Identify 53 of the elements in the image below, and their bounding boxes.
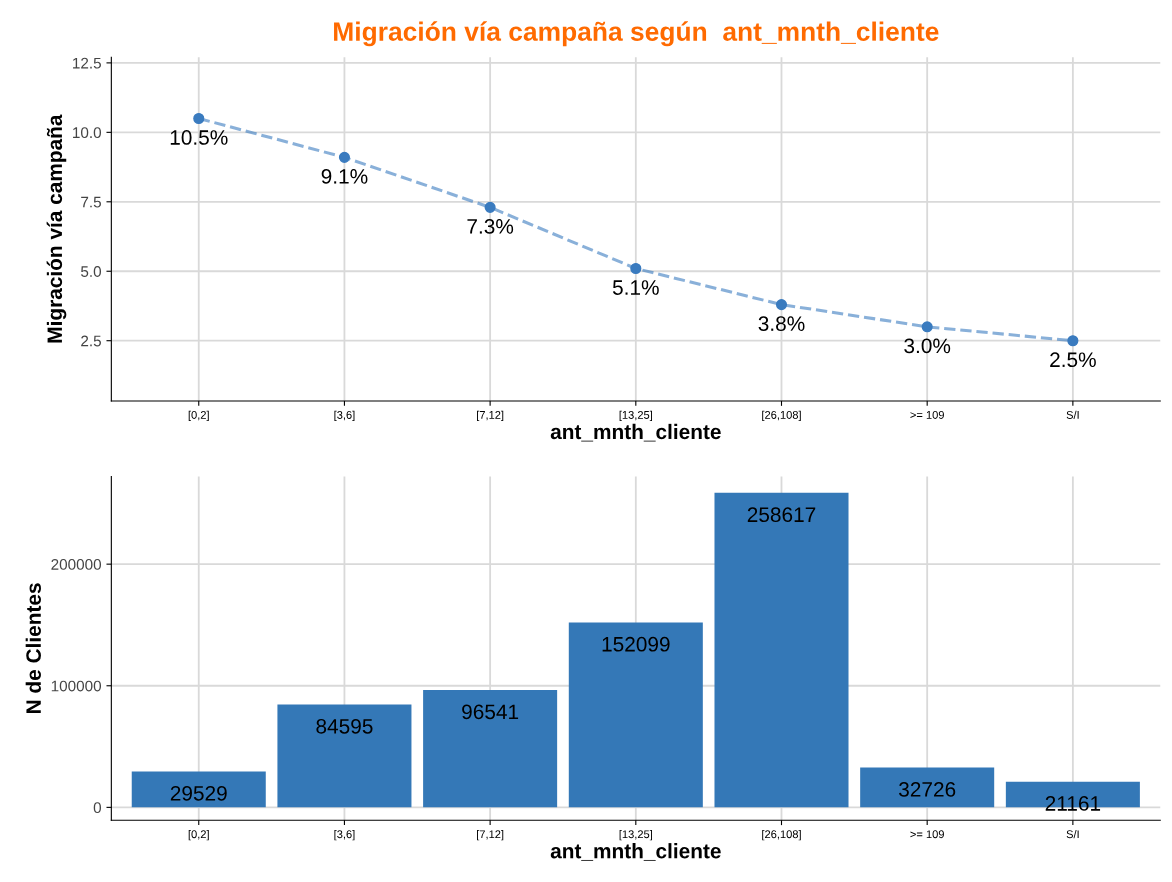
y-tick-label: 2.5 <box>81 335 101 347</box>
x-tick-label: [26,108] <box>762 410 801 422</box>
x-axis-title: ant_mnth_cliente <box>550 843 721 861</box>
point <box>1067 335 1079 347</box>
data-label: 32726 <box>899 782 956 797</box>
y-tick-label: 200000 <box>51 559 102 570</box>
y-tick-label: 5.0 <box>80 266 102 277</box>
x-tick-label: [7,12] <box>477 410 504 422</box>
bar <box>568 622 703 808</box>
data-label: 84595 <box>316 718 373 734</box>
bar <box>860 767 995 808</box>
y-tick-label: 0 <box>93 802 102 814</box>
data-label: 29529 <box>170 785 227 801</box>
x-tick-label: [0,2] <box>188 829 209 841</box>
x-tick-label: [3,6] <box>334 410 355 422</box>
data-label: 2.5% <box>1050 352 1096 368</box>
y-axis-title: Migración vía campaña <box>46 114 67 343</box>
point <box>630 262 642 275</box>
data-label: 9.1% <box>321 169 368 184</box>
x-tick-label: >= 109 <box>910 411 944 419</box>
point <box>193 112 205 125</box>
bar <box>131 771 266 808</box>
chart-title: Migración vía campaña según ant_mnth_cliente <box>334 21 939 47</box>
x-tick-label: S/I <box>1066 829 1079 839</box>
data-label: 10.5% <box>170 130 228 145</box>
x-tick-label: S/I <box>1066 410 1079 419</box>
x-tick-label: >= 109 <box>910 830 944 839</box>
x-tick-label: [3,6] <box>334 829 355 841</box>
point <box>484 201 496 213</box>
data-label: 5.1% <box>612 280 659 295</box>
y-tick-label: 100000 <box>51 680 102 692</box>
x-tick-label: [13,25] <box>619 410 653 422</box>
data-label: 7.3% <box>467 219 514 234</box>
data-label: 96541 <box>462 704 519 720</box>
point <box>921 321 933 333</box>
x-tick-label: [7,12] <box>477 829 504 841</box>
y-axis-title: N de Clientes <box>25 583 41 714</box>
bar <box>714 492 849 808</box>
y-tick-label: 10.0 <box>73 127 102 139</box>
x-tick-label: [26,108] <box>762 829 801 841</box>
x-axis-title: ant_mnth_cliente <box>550 423 721 442</box>
point <box>775 299 788 311</box>
data-label: 3.8% <box>758 316 805 331</box>
x-tick-label: [0,2] <box>188 410 209 422</box>
bar <box>277 704 412 808</box>
point <box>338 151 350 163</box>
x-tick-label: [13,25] <box>619 829 653 841</box>
y-tick-label: 7.5 <box>81 196 101 208</box>
y-tick-label: 12.5 <box>73 57 101 69</box>
data-label: 3.0% <box>904 338 951 354</box>
data-label: 258617 <box>747 507 816 523</box>
bar <box>423 689 558 808</box>
data-label: 152099 <box>602 636 670 652</box>
